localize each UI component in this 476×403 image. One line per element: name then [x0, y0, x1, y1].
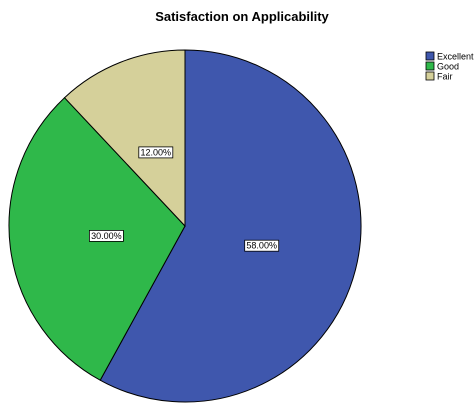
svg-text:30.00%: 30.00%: [91, 231, 122, 241]
legend-item-fair: Fair: [425, 71, 453, 82]
pie-slices: [8, 49, 362, 403]
legend-label-fair: Fair: [437, 72, 453, 82]
data-label-fair: 12.00%: [138, 146, 174, 159]
legend-item-good: Good: [425, 61, 459, 72]
legend-label-good: Good: [437, 62, 459, 72]
pie-slice-fair: [63, 49, 186, 228]
chart-title: Satisfaction on Applicability: [155, 9, 329, 24]
legend-label-excellent: Excellent: [437, 52, 474, 62]
pie-slice-excellent: [99, 49, 362, 403]
legend-swatch-excellent: [425, 51, 435, 61]
data-label-excellent: 58.00%: [244, 239, 280, 252]
legend-swatch-fair: [425, 71, 435, 81]
svg-text:12.00%: 12.00%: [141, 147, 172, 157]
legend-swatch-good: [425, 61, 435, 71]
svg-text:58.00%: 58.00%: [246, 241, 277, 251]
legend-item-excellent: Excellent: [425, 51, 474, 62]
data-label-good: 30.00%: [89, 229, 124, 242]
pie-data-labels: 58.00% 30.00% 12.00%: [89, 146, 280, 252]
